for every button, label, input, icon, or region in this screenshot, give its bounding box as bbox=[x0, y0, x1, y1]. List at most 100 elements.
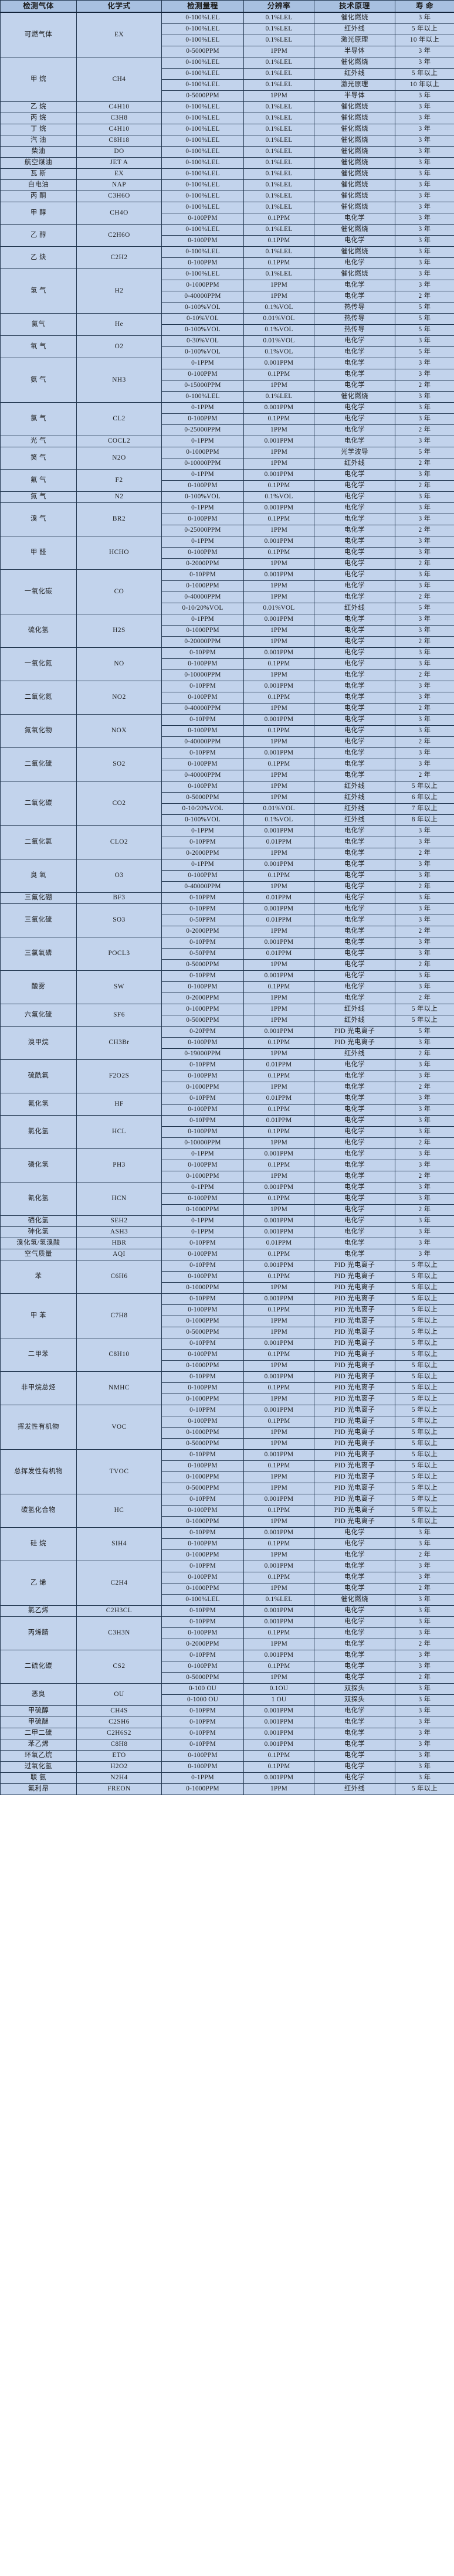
detection-range-cell: 0-20000PPM bbox=[161, 636, 244, 648]
lifespan-cell: 3 年 bbox=[395, 280, 454, 291]
detection-range-cell: 0-5000PPM bbox=[161, 1483, 244, 1494]
lifespan-cell: 3 年 bbox=[395, 970, 454, 982]
table-row: 总挥发性有机物 TVOC 0-10PPM 0.001PPM PID 光电离子 5 年以上 bbox=[0, 1449, 454, 1494]
resolution-cell: 0.001PPM bbox=[243, 1705, 314, 1717]
technology-cell: 热传导 bbox=[314, 302, 395, 314]
technology-cell: PID 光电离子 bbox=[314, 1483, 395, 1494]
gas-name-cell: 氯化氢 bbox=[0, 1115, 77, 1149]
technology-cell: 双探头 bbox=[314, 1694, 395, 1706]
lifespan-cell: 3 年 bbox=[395, 692, 454, 704]
technology-cell: 电化学 bbox=[314, 1182, 395, 1194]
lifespan-cell: 2 年 bbox=[395, 424, 454, 436]
technology-cell: 电化学 bbox=[314, 502, 395, 514]
lifespan-cell: 2 年 bbox=[395, 1204, 454, 1216]
detection-range-cell: 0-10PPM bbox=[161, 1717, 244, 1728]
lifespan-cell: 3 年 bbox=[395, 1728, 454, 1739]
lifespan-cell: 3 年 bbox=[395, 269, 454, 280]
detection-range-cell: 0-40000PPM bbox=[161, 736, 244, 748]
detection-range-cell: 0-100PPM bbox=[161, 725, 244, 737]
detection-range-cell: 0-100PPM bbox=[161, 1304, 244, 1316]
detection-range-cell: 0-1000PPM bbox=[161, 1282, 244, 1294]
lifespan-cell: 5 年以上 bbox=[395, 1405, 454, 1416]
lifespan-cell: 3 年 bbox=[395, 113, 454, 124]
detection-range-cell: 0-100PPM bbox=[161, 692, 244, 704]
table-row: 硒化氢 SEH2 0-1PPM 0.001PPM 电化学 3 年 bbox=[0, 1215, 454, 1227]
resolution-cell: 0.001PPM bbox=[243, 1616, 314, 1628]
lifespan-cell: 3 年 bbox=[395, 135, 454, 147]
lifespan-cell: 3 年 bbox=[395, 246, 454, 258]
resolution-cell: 1PPM bbox=[243, 558, 314, 570]
resolution-cell: 0.1%LEL bbox=[243, 1594, 314, 1606]
lifespan-cell: 5 年以上 bbox=[395, 1494, 454, 1506]
chemical-formula-cell: HC bbox=[76, 1494, 162, 1528]
table-row: 0-1000PPM 1PPM PID 光电离子 5 年以上 bbox=[1, 1394, 454, 1405]
lifespan-cell: 3 年 bbox=[395, 981, 454, 993]
gas-name-cell: 甲 苯 bbox=[0, 1293, 77, 1338]
resolution-cell: 1PPM bbox=[243, 993, 314, 1004]
lifespan-cell: 2 年 bbox=[395, 670, 454, 681]
detection-range-cell: 0-10PPM bbox=[161, 1338, 244, 1350]
chemical-formula-cell: C2H3CL bbox=[76, 1605, 162, 1617]
resolution-cell: 1PPM bbox=[243, 424, 314, 436]
detection-range-cell: 0-100PPM bbox=[161, 870, 244, 882]
detection-range-cell: 0-10PPM bbox=[161, 1093, 244, 1105]
detection-range-cell: 0-100%LEL bbox=[161, 246, 244, 258]
technology-cell: 电化学 bbox=[314, 1650, 395, 1661]
column-header-formula: 化学式 bbox=[76, 0, 162, 13]
lifespan-cell: 3 年 bbox=[395, 948, 454, 960]
lifespan-cell: 3 年 bbox=[395, 903, 454, 915]
table-row: 二氧化氮 NO2 0-10PPM 0.001PPM 电化学 3 年 bbox=[0, 681, 454, 715]
gas-name-cell: 联 氨 bbox=[0, 1772, 77, 1784]
detection-range-cell: 0-10%VOL bbox=[161, 313, 244, 325]
lifespan-cell: 3 年 bbox=[395, 1572, 454, 1583]
gas-name-cell: 碳氢化合物 bbox=[0, 1494, 77, 1528]
technology-cell: PID 光电离子 bbox=[314, 1449, 395, 1461]
gas-name-cell: 光 气 bbox=[0, 436, 77, 447]
gas-name-cell: 臭 氧 bbox=[0, 859, 77, 893]
table-row: 0-10PPM 0.01PPM 电化学 3 年 bbox=[1, 837, 454, 848]
technology-cell: PID 光电离子 bbox=[314, 1371, 395, 1383]
table-row: 二硫化碳 CS2 0-10PPM 0.001PPM 电化学 3 年 bbox=[0, 1650, 454, 1684]
lifespan-cell: 2 年 bbox=[395, 703, 454, 715]
lifespan-cell: 2 年 bbox=[395, 291, 454, 303]
technology-cell: 电化学 bbox=[314, 592, 395, 603]
resolution-cell: 0.001PPM bbox=[243, 1717, 314, 1728]
table-row: 硅 烷 SIH4 0-10PPM 0.001PPM 电化学 3 年 bbox=[0, 1527, 454, 1561]
detection-range-cell: 0-100%LEL bbox=[161, 68, 244, 80]
lifespan-cell: 3 年 bbox=[395, 614, 454, 626]
detection-range-cell: 0-40000PPM bbox=[161, 291, 244, 303]
lifespan-cell: 3 年 bbox=[395, 1070, 454, 1082]
table-row: 0-50PPM 0.01PPM 电化学 3 年 bbox=[1, 948, 454, 960]
resolution-cell: 1PPM bbox=[243, 703, 314, 715]
chemical-formula-cell: SIH4 bbox=[76, 1527, 162, 1561]
resolution-cell: 1PPM bbox=[243, 592, 314, 603]
lifespan-cell: 3 年 bbox=[395, 124, 454, 135]
table-row: 0-1000PPM 1PPM PID 光电离子 5 年以上 bbox=[1, 1427, 454, 1439]
detection-range-cell: 0-100PPM bbox=[161, 1761, 244, 1773]
table-row: 0-40000PPM 1PPM 电化学 2 年 bbox=[1, 736, 454, 748]
table-row: 溴 气 BR2 0-1PPM 0.001PPM 电化学 3 年 bbox=[0, 502, 454, 536]
gas-name-cell: 溴 气 bbox=[0, 502, 77, 536]
lifespan-cell: 10 年以上 bbox=[395, 35, 454, 46]
lifespan-cell: 5 年以上 bbox=[395, 1338, 454, 1350]
lifespan-cell: 3 年 bbox=[395, 1215, 454, 1227]
table-row: 三氟化硼 BF3 0-10PPM 0.01PPM 电化学 3 年 bbox=[0, 892, 454, 904]
gas-name-cell: 二硫化碳 bbox=[0, 1650, 77, 1684]
detection-range-cell: 0-100%LEL bbox=[161, 269, 244, 280]
header-row: 检测气体 化学式 检测量程 分辨率 技术原理 寿 命 bbox=[0, 0, 454, 13]
table-row: 0-100PPM 0.1PPM 电化学 3 年 bbox=[1, 1193, 454, 1205]
chemical-formula-cell: NO bbox=[76, 647, 162, 681]
table-row: 二甲苯 C8H10 0-10PPM 0.001PPM PID 光电离子 5 年以上 bbox=[0, 1338, 454, 1372]
table-row: 笑 气 N2O 0-1000PPM 1PPM 光学波导 5 年 bbox=[0, 447, 454, 470]
table-row: 0-100PPM 0.1PPM 电化学 3 年 bbox=[1, 547, 454, 559]
lifespan-cell: 3 年 bbox=[395, 837, 454, 848]
table-row: 二氧化碳 CO2 0-100PPM 1PPM 红外线 5 年以上 bbox=[0, 781, 454, 826]
gas-name-cell: 甲 烷 bbox=[0, 57, 77, 102]
resolution-cell: 0.001PPM bbox=[243, 1449, 314, 1461]
chemical-formula-cell: POCL3 bbox=[76, 937, 162, 971]
lifespan-cell: 3 年 bbox=[395, 825, 454, 837]
chemical-formula-cell: SEH2 bbox=[76, 1215, 162, 1227]
lifespan-cell: 5 年以上 bbox=[395, 1004, 454, 1015]
lifespan-cell: 3 年 bbox=[395, 547, 454, 559]
resolution-cell: 0.001PPM bbox=[243, 714, 314, 726]
